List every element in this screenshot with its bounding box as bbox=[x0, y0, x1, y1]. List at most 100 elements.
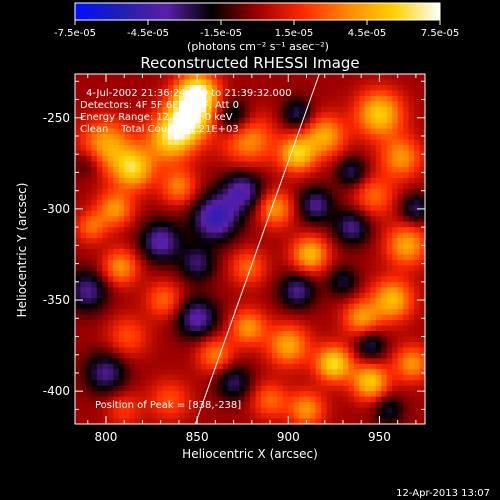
heatmap-cell bbox=[124, 90, 131, 97]
heatmap-cell bbox=[118, 347, 125, 354]
heatmap-cell bbox=[342, 259, 350, 267]
heatmap-cell bbox=[332, 363, 339, 370]
heatmap-cell bbox=[326, 369, 333, 376]
heatmap-cell bbox=[217, 374, 224, 381]
heatmap-cell bbox=[403, 265, 410, 272]
heatmap-cell bbox=[228, 413, 235, 420]
heatmap-cell bbox=[364, 287, 371, 294]
heatmap-cell bbox=[91, 172, 98, 179]
heatmap-cell bbox=[381, 298, 388, 305]
heatmap-cell bbox=[244, 177, 251, 184]
heatmap-cell bbox=[364, 194, 371, 201]
heatmap-cell bbox=[304, 101, 311, 108]
heatmap-cell bbox=[386, 216, 393, 223]
heatmap-cell bbox=[315, 276, 322, 283]
heatmap-cell bbox=[228, 210, 235, 217]
heatmap-cell bbox=[386, 243, 393, 250]
heatmap-cell bbox=[233, 320, 240, 327]
heatmap-cell bbox=[250, 265, 257, 272]
heatmap-cell bbox=[85, 232, 93, 239]
heatmap-cell bbox=[260, 418, 268, 424]
heatmap-cell bbox=[217, 172, 224, 179]
heatmap-cell bbox=[162, 259, 169, 267]
colorbar-tick-label: -1.5e-05 bbox=[200, 28, 242, 39]
heatmap-cell bbox=[288, 259, 295, 267]
heatmap-cell bbox=[146, 172, 153, 179]
heatmap-cell bbox=[282, 210, 289, 217]
heatmap-cell bbox=[102, 298, 109, 305]
heatmap-cell bbox=[370, 188, 377, 195]
heatmap-cell bbox=[403, 320, 410, 327]
heatmap-cell bbox=[124, 363, 131, 370]
heatmap-cell bbox=[195, 210, 202, 217]
heatmap-cell bbox=[102, 341, 109, 349]
heatmap-cell bbox=[414, 287, 421, 294]
heatmap-cell bbox=[359, 227, 366, 234]
heatmap-cell bbox=[96, 210, 103, 217]
heatmap-cell bbox=[381, 292, 388, 299]
heatmap-cell bbox=[370, 95, 377, 102]
heatmap-cell bbox=[370, 374, 377, 381]
heatmap-cell bbox=[75, 249, 82, 256]
heatmap-cell bbox=[282, 101, 289, 108]
heatmap-cell bbox=[266, 402, 273, 409]
heatmap-cell bbox=[419, 287, 425, 294]
heatmap-cell bbox=[370, 385, 377, 392]
heatmap-cell bbox=[370, 156, 377, 163]
heatmap-cell bbox=[332, 210, 339, 217]
heatmap-cell bbox=[113, 396, 120, 403]
heatmap-cell bbox=[299, 303, 306, 310]
heatmap-cell bbox=[75, 166, 82, 174]
heatmap-cell bbox=[353, 309, 360, 316]
heatmap-cell bbox=[200, 265, 207, 272]
heatmap-cell bbox=[293, 112, 300, 119]
heatmap-cell bbox=[167, 298, 175, 305]
heatmap-cell bbox=[91, 363, 98, 370]
heatmap-cell bbox=[386, 150, 393, 157]
heatmap-cell bbox=[178, 166, 185, 174]
heatmap-cell bbox=[293, 249, 300, 256]
heatmap-cell bbox=[370, 183, 377, 190]
heatmap-cell bbox=[80, 172, 87, 179]
heatmap-cell bbox=[167, 287, 175, 294]
heatmap-cell bbox=[310, 90, 317, 97]
heatmap-cell bbox=[414, 139, 421, 146]
heatmap-cell bbox=[337, 205, 344, 212]
heatmap-cell bbox=[266, 287, 273, 294]
heatmap-cell bbox=[151, 341, 158, 349]
heatmap-cell bbox=[282, 188, 289, 195]
heatmap-cell bbox=[75, 205, 82, 212]
heatmap-cell bbox=[211, 341, 218, 349]
heatmap-cell bbox=[233, 128, 240, 135]
heatmap-cell bbox=[337, 177, 344, 184]
heatmap-cell bbox=[195, 243, 202, 250]
heatmap-cell bbox=[403, 128, 410, 135]
heatmap-cell bbox=[107, 320, 114, 327]
heatmap-cell bbox=[255, 90, 262, 97]
heatmap-cell bbox=[293, 336, 300, 343]
heatmap-cell bbox=[173, 161, 180, 168]
heatmap-cell bbox=[167, 320, 175, 327]
heatmap-cell bbox=[375, 221, 382, 228]
heatmap-cell bbox=[381, 314, 388, 321]
heatmap-cell bbox=[288, 172, 295, 179]
heatmap-cell bbox=[96, 347, 103, 354]
heatmap-cell bbox=[255, 128, 262, 135]
heatmap-cell bbox=[364, 139, 371, 146]
heatmap-cell bbox=[414, 391, 421, 398]
heatmap-cell bbox=[337, 221, 344, 228]
heatmap-cell bbox=[310, 254, 317, 261]
heatmap-cell bbox=[178, 314, 185, 321]
heatmap-cell bbox=[195, 298, 202, 305]
heatmap-cell bbox=[348, 358, 355, 365]
heatmap-cell bbox=[157, 298, 164, 305]
heatmap-cell bbox=[337, 413, 344, 420]
heatmap-cell bbox=[146, 331, 153, 338]
heatmap-cell bbox=[102, 117, 109, 124]
heatmap-cell bbox=[173, 117, 180, 124]
heatmap-cell bbox=[337, 112, 344, 119]
heatmap-cell bbox=[200, 363, 207, 370]
heatmap-cell bbox=[118, 341, 125, 349]
heatmap-cell bbox=[255, 347, 262, 354]
heatmap-cell bbox=[315, 281, 322, 288]
